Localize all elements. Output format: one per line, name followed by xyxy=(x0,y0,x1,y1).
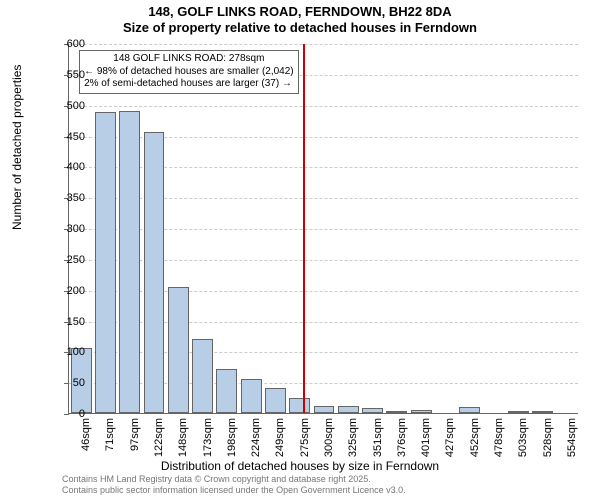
plot-area: 148 GOLF LINKS ROAD: 278sqm← 98% of deta… xyxy=(68,44,578,414)
bar xyxy=(95,112,116,413)
y-tick-label: 250 xyxy=(45,254,85,266)
annotation-line: 2% of semi-detached houses are larger (3… xyxy=(84,78,294,91)
bar xyxy=(532,411,553,413)
chart-title-line1: 148, GOLF LINKS ROAD, FERNDOWN, BH22 8DA xyxy=(0,4,600,19)
bar xyxy=(192,339,213,413)
y-tick-label: 550 xyxy=(45,69,85,81)
bar xyxy=(289,398,310,413)
bar xyxy=(119,111,140,413)
y-tick-label: 400 xyxy=(45,161,85,173)
y-tick-label: 0 xyxy=(45,408,85,420)
gridline xyxy=(69,106,578,107)
y-tick-label: 300 xyxy=(45,223,85,235)
footer-line2: Contains public sector information licen… xyxy=(62,485,406,496)
y-tick-label: 150 xyxy=(45,316,85,328)
x-axis-label: Distribution of detached houses by size … xyxy=(0,459,600,473)
bar xyxy=(241,379,262,413)
bar xyxy=(459,407,480,413)
marker-line xyxy=(303,44,305,413)
bar xyxy=(144,132,165,413)
y-tick-label: 200 xyxy=(45,285,85,297)
bar xyxy=(508,411,529,413)
bar xyxy=(265,388,286,413)
bar xyxy=(314,406,335,413)
y-tick-label: 50 xyxy=(45,377,85,389)
bar xyxy=(168,287,189,413)
chart-container: 148, GOLF LINKS ROAD, FERNDOWN, BH22 8DA… xyxy=(0,0,600,500)
annotation-line: 148 GOLF LINKS ROAD: 278sqm xyxy=(84,53,294,66)
bar xyxy=(216,369,237,413)
footer-line1: Contains HM Land Registry data © Crown c… xyxy=(62,474,406,485)
gridline xyxy=(69,44,578,45)
y-tick-label: 350 xyxy=(45,192,85,204)
y-tick-label: 450 xyxy=(45,131,85,143)
y-tick-label: 100 xyxy=(45,346,85,358)
chart-title-line2: Size of property relative to detached ho… xyxy=(0,20,600,35)
y-tick-label: 600 xyxy=(45,38,85,50)
annotation-line: ← 98% of detached houses are smaller (2,… xyxy=(84,66,294,79)
bar xyxy=(338,406,359,413)
footer-attribution: Contains HM Land Registry data © Crown c… xyxy=(62,474,406,496)
annotation-box: 148 GOLF LINKS ROAD: 278sqm← 98% of deta… xyxy=(79,50,299,94)
y-tick-label: 500 xyxy=(45,100,85,112)
bar xyxy=(362,408,383,413)
bar xyxy=(386,411,407,413)
bar xyxy=(411,410,432,413)
y-axis-label: Number of detached properties xyxy=(10,65,24,230)
